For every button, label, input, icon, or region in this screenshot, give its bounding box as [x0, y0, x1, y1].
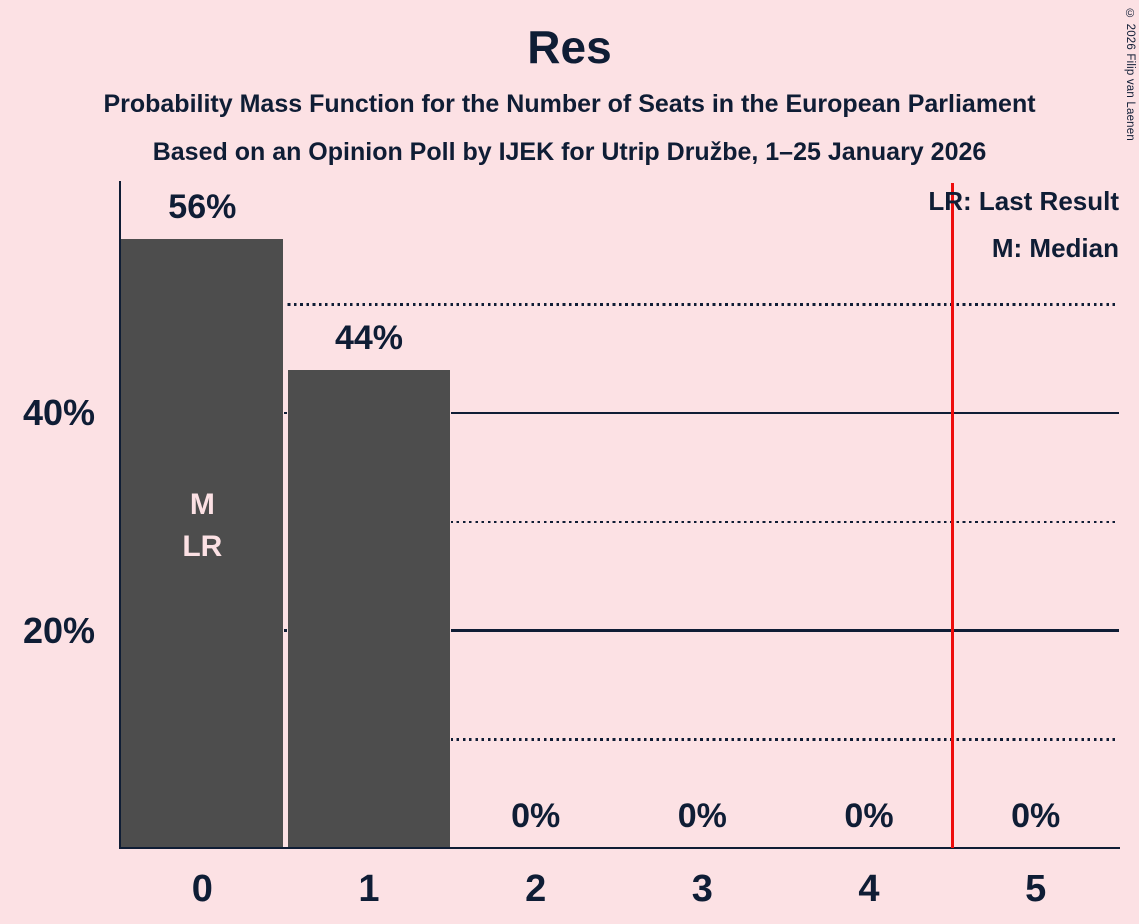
x-axis-label-2: 2: [525, 868, 547, 910]
bar-seat-0: [120, 239, 285, 848]
x-axis-label-0: 0: [191, 868, 213, 910]
bar-value-label-3: 0%: [677, 797, 727, 835]
chart-subtitle-line1: Probability Mass Function for the Number…: [103, 90, 1036, 118]
y-axis-label-40pct: 40%: [22, 392, 95, 433]
bar-value-label-4: 0%: [844, 797, 894, 835]
gridline-10pct: [119, 738, 1119, 741]
bar-value-label-5: 0%: [1011, 797, 1061, 835]
last-result-line: [950, 183, 954, 848]
y-axis-label-20pct: 20%: [22, 609, 95, 651]
x-axis-label-3: 3: [691, 868, 713, 910]
annotation-line: M: [189, 488, 215, 521]
gridline-20pct: [119, 629, 1119, 632]
gridline-40pct: [119, 411, 1119, 415]
gridline-50pct: [119, 303, 1119, 306]
median-last-result-annotation: M LR: [120, 484, 284, 568]
x-axis-label-4: 4: [858, 868, 880, 910]
annotation-line: LR: [182, 530, 223, 563]
legend-median: M: Median: [991, 233, 1119, 263]
legend: LR: Last Result M: Median: [928, 178, 1119, 272]
bar-value-label-1: 44%: [334, 318, 404, 357]
bar-value-label-0: 56%: [168, 188, 237, 226]
chart-subtitle-line2: Based on an Opinion Poll by IJEK for Utr…: [152, 138, 987, 166]
x-axis-line: [118, 846, 1120, 849]
page-title: Res: [527, 21, 612, 73]
x-axis-label-1: 1: [358, 868, 380, 910]
bar-value-label-2: 0%: [511, 797, 561, 835]
gridline-30pct: [119, 520, 1119, 523]
bar-seat-1: [287, 369, 451, 848]
legend-last-result: LR: Last Result: [928, 186, 1119, 216]
x-axis-label-5: 5: [1025, 868, 1047, 910]
copyright-notice: © 2026 Filip van Laenen: [1124, 8, 1136, 141]
y-axis-line: [118, 181, 121, 848]
